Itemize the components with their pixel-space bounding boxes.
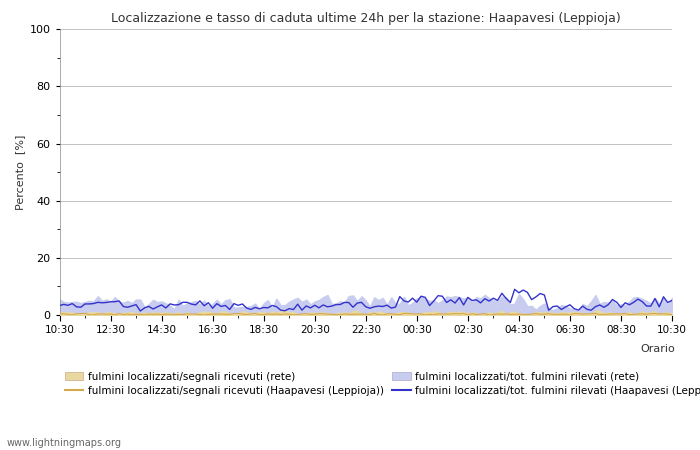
Text: www.lightningmaps.org: www.lightningmaps.org — [7, 438, 122, 448]
Text: Orario: Orario — [640, 344, 676, 354]
Title: Localizzazione e tasso di caduta ultime 24h per la stazione: Haapavesi (Leppioja: Localizzazione e tasso di caduta ultime … — [111, 12, 621, 25]
Y-axis label: Percento  [%]: Percento [%] — [15, 135, 25, 210]
Legend: fulmini localizzati/segnali ricevuti (rete), fulmini localizzati/segnali ricevut: fulmini localizzati/segnali ricevuti (re… — [64, 372, 700, 396]
